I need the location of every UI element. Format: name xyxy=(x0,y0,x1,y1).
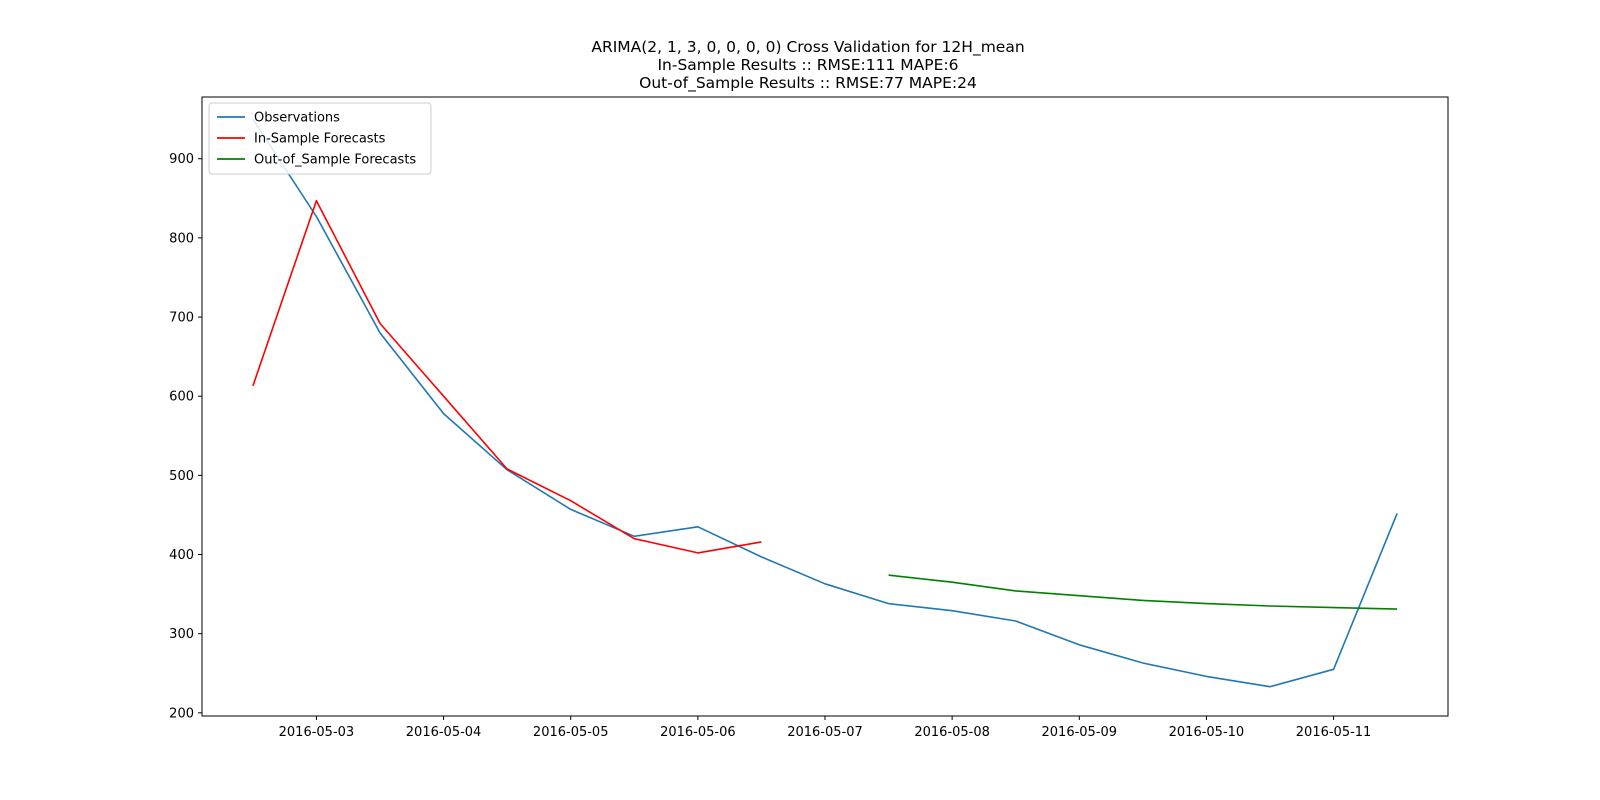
series-group xyxy=(252,118,1398,688)
x-tick-label: 2016-05-10 xyxy=(1169,725,1245,740)
x-tick-label: 2016-05-09 xyxy=(1042,725,1118,740)
y-tick-label: 600 xyxy=(169,390,194,405)
chart-title: ARIMA(2, 1, 3, 0, 0, 0, 0) Cross Validat… xyxy=(591,38,1024,93)
legend-box xyxy=(208,102,432,175)
legend: Observations In-Sample Forecasts Out-of_Sa… xyxy=(208,102,432,175)
x-tick-label: 2016-05-04 xyxy=(406,725,482,740)
x-tick-label: 2016-05-03 xyxy=(279,725,355,740)
y-tick-label: 800 xyxy=(169,231,194,246)
y-tick-label: 700 xyxy=(169,311,194,326)
title-line-3: Out-of_Sample Results :: RMSE:77 MAPE:24 xyxy=(639,74,977,93)
y-axis: 200 300 400 500 600 700 800 900 xyxy=(169,152,202,721)
y-tick-label: 200 xyxy=(169,706,194,721)
series-line-out-of-sample-forecasts xyxy=(888,574,1398,610)
x-tick-label: 2016-05-06 xyxy=(660,725,736,740)
y-tick-label: 900 xyxy=(169,152,194,167)
y-tick-label: 400 xyxy=(169,548,194,563)
y-tick-label: 300 xyxy=(169,627,194,642)
title-line-1: ARIMA(2, 1, 3, 0, 0, 0, 0) Cross Validat… xyxy=(591,38,1024,57)
y-tick-label: 500 xyxy=(169,469,194,484)
title-line-2: In-Sample Results :: RMSE:111 MAPE:6 xyxy=(657,56,958,74)
series-line-observations xyxy=(252,118,1398,688)
x-tick-label: 2016-05-11 xyxy=(1296,725,1372,740)
x-tick-label: 2016-05-08 xyxy=(914,725,990,740)
x-tick-label: 2016-05-07 xyxy=(787,725,863,740)
x-axis: 2016-05-03 2016-05-04 2016-05-05 2016-05-06… xyxy=(279,716,1372,740)
series-line-in-sample-forecasts xyxy=(252,199,762,554)
legend-label-out-of-sample-forecasts: Out-of_Sample Forecasts xyxy=(254,153,416,168)
legend-label-in-sample-forecasts: In-Sample Forecasts xyxy=(254,132,386,147)
plot-frame xyxy=(201,96,1449,717)
legend-label-observations: Observations xyxy=(254,111,340,126)
x-tick-label: 2016-05-05 xyxy=(533,725,609,740)
